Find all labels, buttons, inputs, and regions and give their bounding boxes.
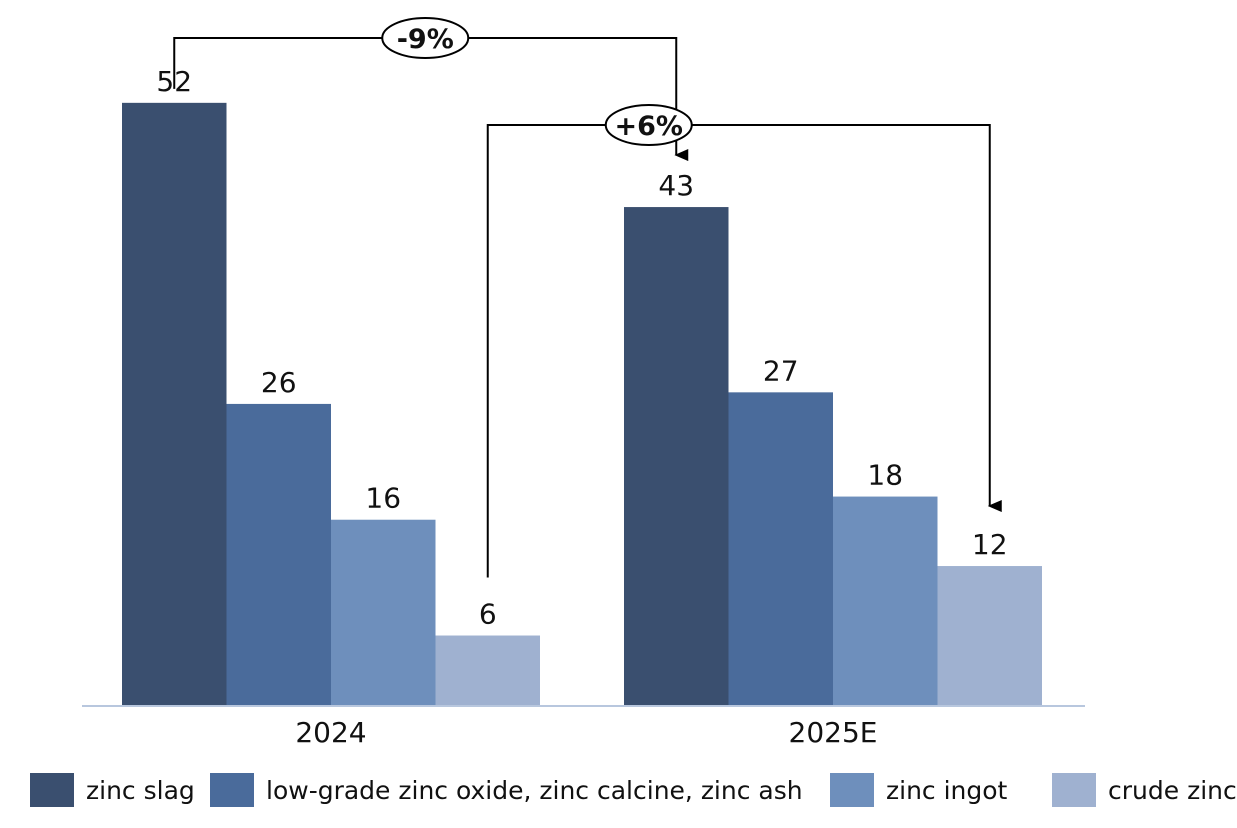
change-badge-1: [604, 104, 693, 146]
bar-0-0: [122, 102, 227, 706]
data-label-1-2: 18: [867, 459, 903, 492]
data-label-1-0: 43: [658, 169, 694, 202]
legend-swatch-3: [1052, 773, 1096, 807]
legend-swatch-0: [30, 773, 74, 807]
legend: zinc slag low-grade zinc oxide, zinc calc…: [0, 768, 1237, 812]
legend-item-1: low-grade zinc oxide, zinc calcine, zinc…: [210, 768, 803, 812]
data-label-1-3: 12: [972, 528, 1008, 561]
change-label-1: +6%: [615, 111, 683, 142]
bar-1-0: [624, 207, 729, 705]
category-label-1: 2025E: [789, 716, 878, 749]
legend-label-1: low-grade zinc oxide, zinc calcine, zinc…: [266, 775, 803, 805]
bar-1-2: [833, 496, 938, 705]
legend-label-2: zinc ingot: [886, 775, 1008, 805]
legend-swatch-1: [210, 773, 254, 807]
change-badge-0: [381, 17, 470, 59]
category-label-0: 2024: [295, 716, 366, 749]
data-label-0-1: 26: [261, 366, 297, 399]
data-label-1-1: 27: [763, 354, 799, 387]
bar-0-1: [226, 403, 331, 705]
annotations-group: -9% +6%: [173, 17, 1002, 578]
bars-group: [122, 102, 1042, 706]
legend-label-0: zinc slag: [86, 775, 195, 805]
legend-item-3: crude zinc: [1052, 768, 1237, 812]
bar-1-1: [728, 392, 833, 705]
data-label-0-3: 6: [479, 598, 497, 631]
legend-item-2: zinc ingot: [830, 768, 1007, 812]
category-labels-group: 2024 2025E: [295, 716, 877, 749]
data-label-0-2: 16: [365, 482, 401, 515]
bar-0-2: [331, 519, 436, 705]
legend-label-3: crude zinc: [1108, 775, 1237, 805]
bar-1-3: [937, 566, 1042, 705]
legend-swatch-2: [830, 773, 874, 807]
legend-item-0: zinc slag: [30, 768, 195, 812]
bar-0-3: [435, 635, 540, 705]
change-arrow-1: [486, 124, 1002, 578]
change-label-0: -9%: [397, 24, 454, 55]
